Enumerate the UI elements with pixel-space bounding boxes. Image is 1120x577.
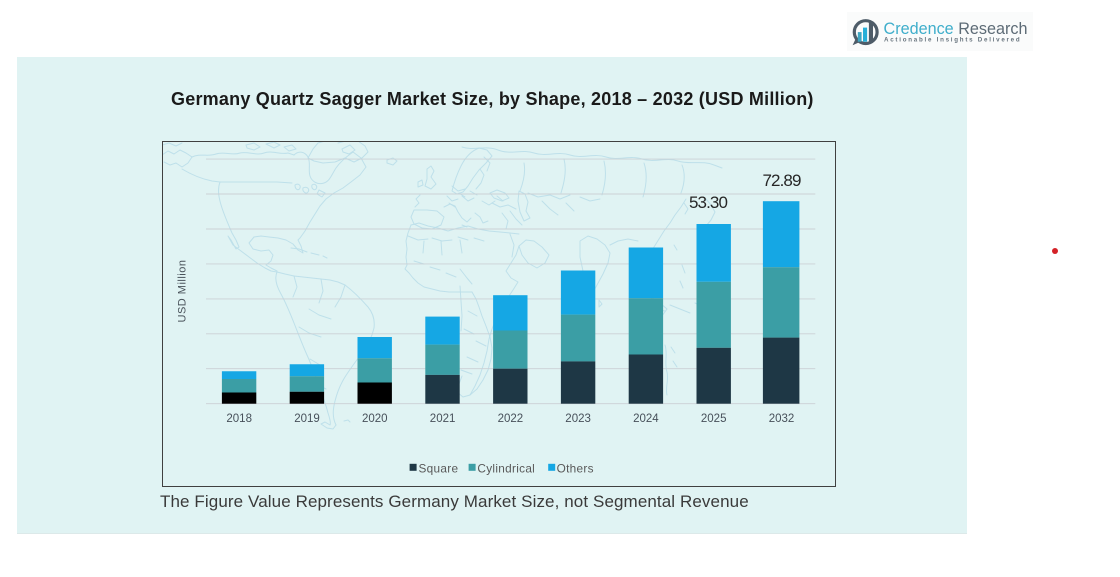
svg-text:2022: 2022 bbox=[498, 413, 524, 425]
svg-text:53.30: 53.30 bbox=[689, 193, 727, 212]
svg-text:Others: Others bbox=[557, 462, 594, 476]
svg-text:2018: 2018 bbox=[226, 413, 252, 425]
svg-text:2019: 2019 bbox=[294, 413, 320, 425]
svg-text:2032: 2032 bbox=[769, 413, 795, 425]
svg-text:2024: 2024 bbox=[633, 413, 659, 425]
svg-text:Square: Square bbox=[419, 462, 459, 476]
svg-text:Cylindrical: Cylindrical bbox=[477, 462, 535, 476]
svg-text:2020: 2020 bbox=[362, 413, 388, 425]
svg-text:72.89: 72.89 bbox=[762, 171, 800, 190]
svg-text:Actionable Insights Delivered: Actionable Insights Delivered bbox=[884, 36, 1021, 43]
svg-text:2025: 2025 bbox=[701, 413, 727, 425]
svg-text:2023: 2023 bbox=[565, 413, 591, 425]
svg-text:Credence Research: Credence Research bbox=[884, 20, 1028, 38]
svg-text:2021: 2021 bbox=[430, 413, 456, 425]
